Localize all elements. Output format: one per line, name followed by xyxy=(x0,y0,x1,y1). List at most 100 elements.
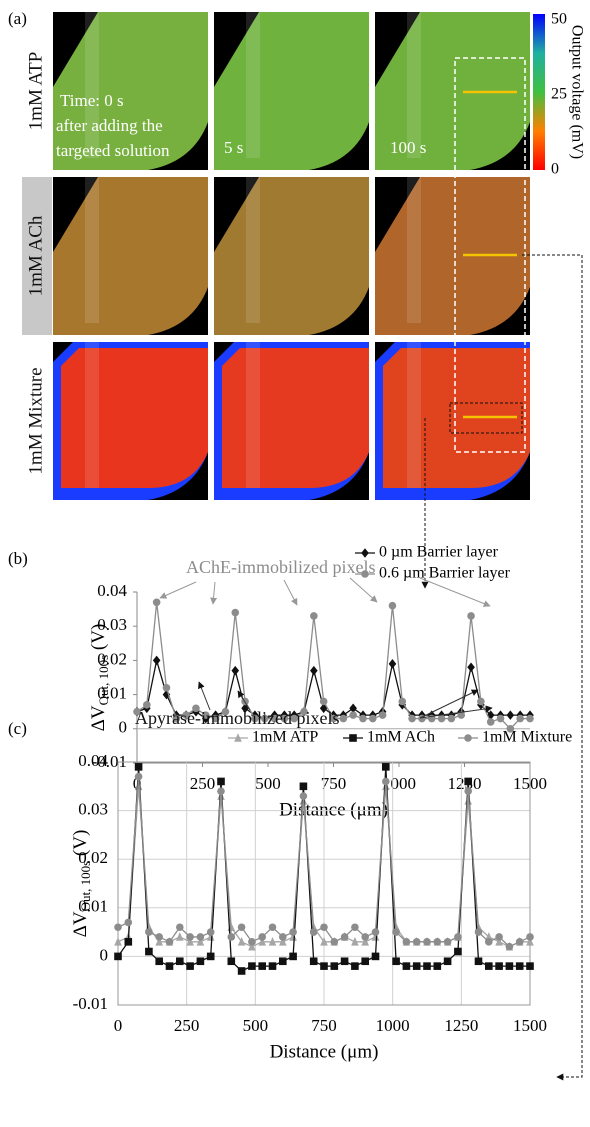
marker xyxy=(467,612,475,620)
marker xyxy=(134,763,143,771)
x-axis-label: Distance (μm) xyxy=(279,799,388,820)
colorbar-title: Output voltage (mV) xyxy=(568,25,585,159)
annotation-arrow xyxy=(349,577,378,603)
marker xyxy=(392,928,400,936)
x-tick-label: 250 xyxy=(190,774,216,793)
y-tick-label: 0.01 xyxy=(78,897,108,916)
image-stripe xyxy=(407,177,421,323)
marker xyxy=(155,957,163,966)
annotation-arrow xyxy=(159,581,197,599)
x-tick-label: 750 xyxy=(311,1016,337,1035)
annotation-arrow xyxy=(198,681,211,711)
x-tick-label: 0 xyxy=(114,1016,123,1035)
marker xyxy=(496,714,505,723)
marker xyxy=(433,962,442,970)
legend-label: 1mM ATP xyxy=(252,729,318,746)
marker xyxy=(477,697,485,706)
marker xyxy=(454,933,462,941)
y-label-part: (V) xyxy=(88,624,109,655)
marker xyxy=(114,923,122,932)
marker xyxy=(474,928,483,936)
marker xyxy=(506,725,515,733)
colorbar-tick-label: 0 xyxy=(551,161,559,178)
y-tick-label: 0.03 xyxy=(78,800,108,819)
marker xyxy=(186,962,194,970)
marker xyxy=(443,938,452,946)
marker xyxy=(176,923,184,932)
marker xyxy=(526,962,534,970)
marker xyxy=(392,957,400,966)
colorbar-tick-label: 25 xyxy=(551,86,567,103)
marker xyxy=(320,937,328,946)
marker xyxy=(237,923,246,932)
marker xyxy=(495,937,503,946)
panel-label: (a) xyxy=(8,9,27,28)
row-label: 1mM Mixture xyxy=(25,367,46,474)
marker xyxy=(371,932,380,941)
marker xyxy=(486,718,495,726)
marker xyxy=(114,952,122,961)
colorbar-tick-label: 50 xyxy=(551,11,567,28)
x-tick-label: 500 xyxy=(255,774,281,793)
image-signal xyxy=(383,348,530,488)
marker xyxy=(260,714,269,723)
marker xyxy=(361,937,369,946)
marker xyxy=(155,937,163,946)
marker xyxy=(382,777,390,786)
marker xyxy=(280,714,289,723)
marker xyxy=(423,938,431,946)
marker xyxy=(289,952,297,961)
marker xyxy=(464,787,473,795)
sensor-image xyxy=(214,12,369,170)
marker xyxy=(443,957,452,966)
marker xyxy=(299,782,308,791)
image-stripe xyxy=(246,177,260,323)
image-stripe xyxy=(246,12,260,158)
legend-label: 0 µm Barrier layer xyxy=(379,544,499,561)
marker xyxy=(320,923,328,932)
marker xyxy=(340,957,349,966)
y-label-part: (V) xyxy=(70,830,91,861)
marker xyxy=(143,701,151,709)
image-signal xyxy=(214,12,369,170)
marker xyxy=(423,962,431,970)
marker xyxy=(182,711,190,719)
marker xyxy=(495,962,503,970)
marker xyxy=(221,707,230,716)
time-note: targeted solution xyxy=(56,141,170,160)
marker xyxy=(231,665,240,676)
image-stripe xyxy=(407,12,421,158)
marker xyxy=(369,714,377,723)
marker xyxy=(464,777,472,786)
marker xyxy=(152,598,161,607)
sensor-image xyxy=(214,177,369,335)
marker xyxy=(330,962,339,970)
marker xyxy=(201,711,210,719)
marker xyxy=(505,942,514,951)
annotation-arrow xyxy=(210,581,218,605)
marker xyxy=(359,714,367,723)
image-stripe xyxy=(85,177,99,323)
y-tick-label: 0.02 xyxy=(97,649,127,668)
marker xyxy=(114,937,122,946)
marker xyxy=(279,933,287,941)
marker xyxy=(340,933,349,941)
roi-box xyxy=(449,402,523,434)
marker xyxy=(258,933,267,941)
marker xyxy=(382,763,390,771)
marker xyxy=(268,923,277,932)
row-label: 1mM ATP xyxy=(25,52,46,131)
marker xyxy=(206,952,215,961)
marker xyxy=(526,714,534,723)
annotation-arrow xyxy=(419,705,493,719)
marker xyxy=(516,714,524,723)
marker xyxy=(133,707,141,716)
marker xyxy=(176,957,184,966)
image-signal xyxy=(222,348,369,488)
annotation-arrow xyxy=(419,689,479,719)
marker xyxy=(412,938,421,946)
colorbar xyxy=(533,14,545,170)
marker xyxy=(485,962,493,970)
marker xyxy=(398,697,407,706)
